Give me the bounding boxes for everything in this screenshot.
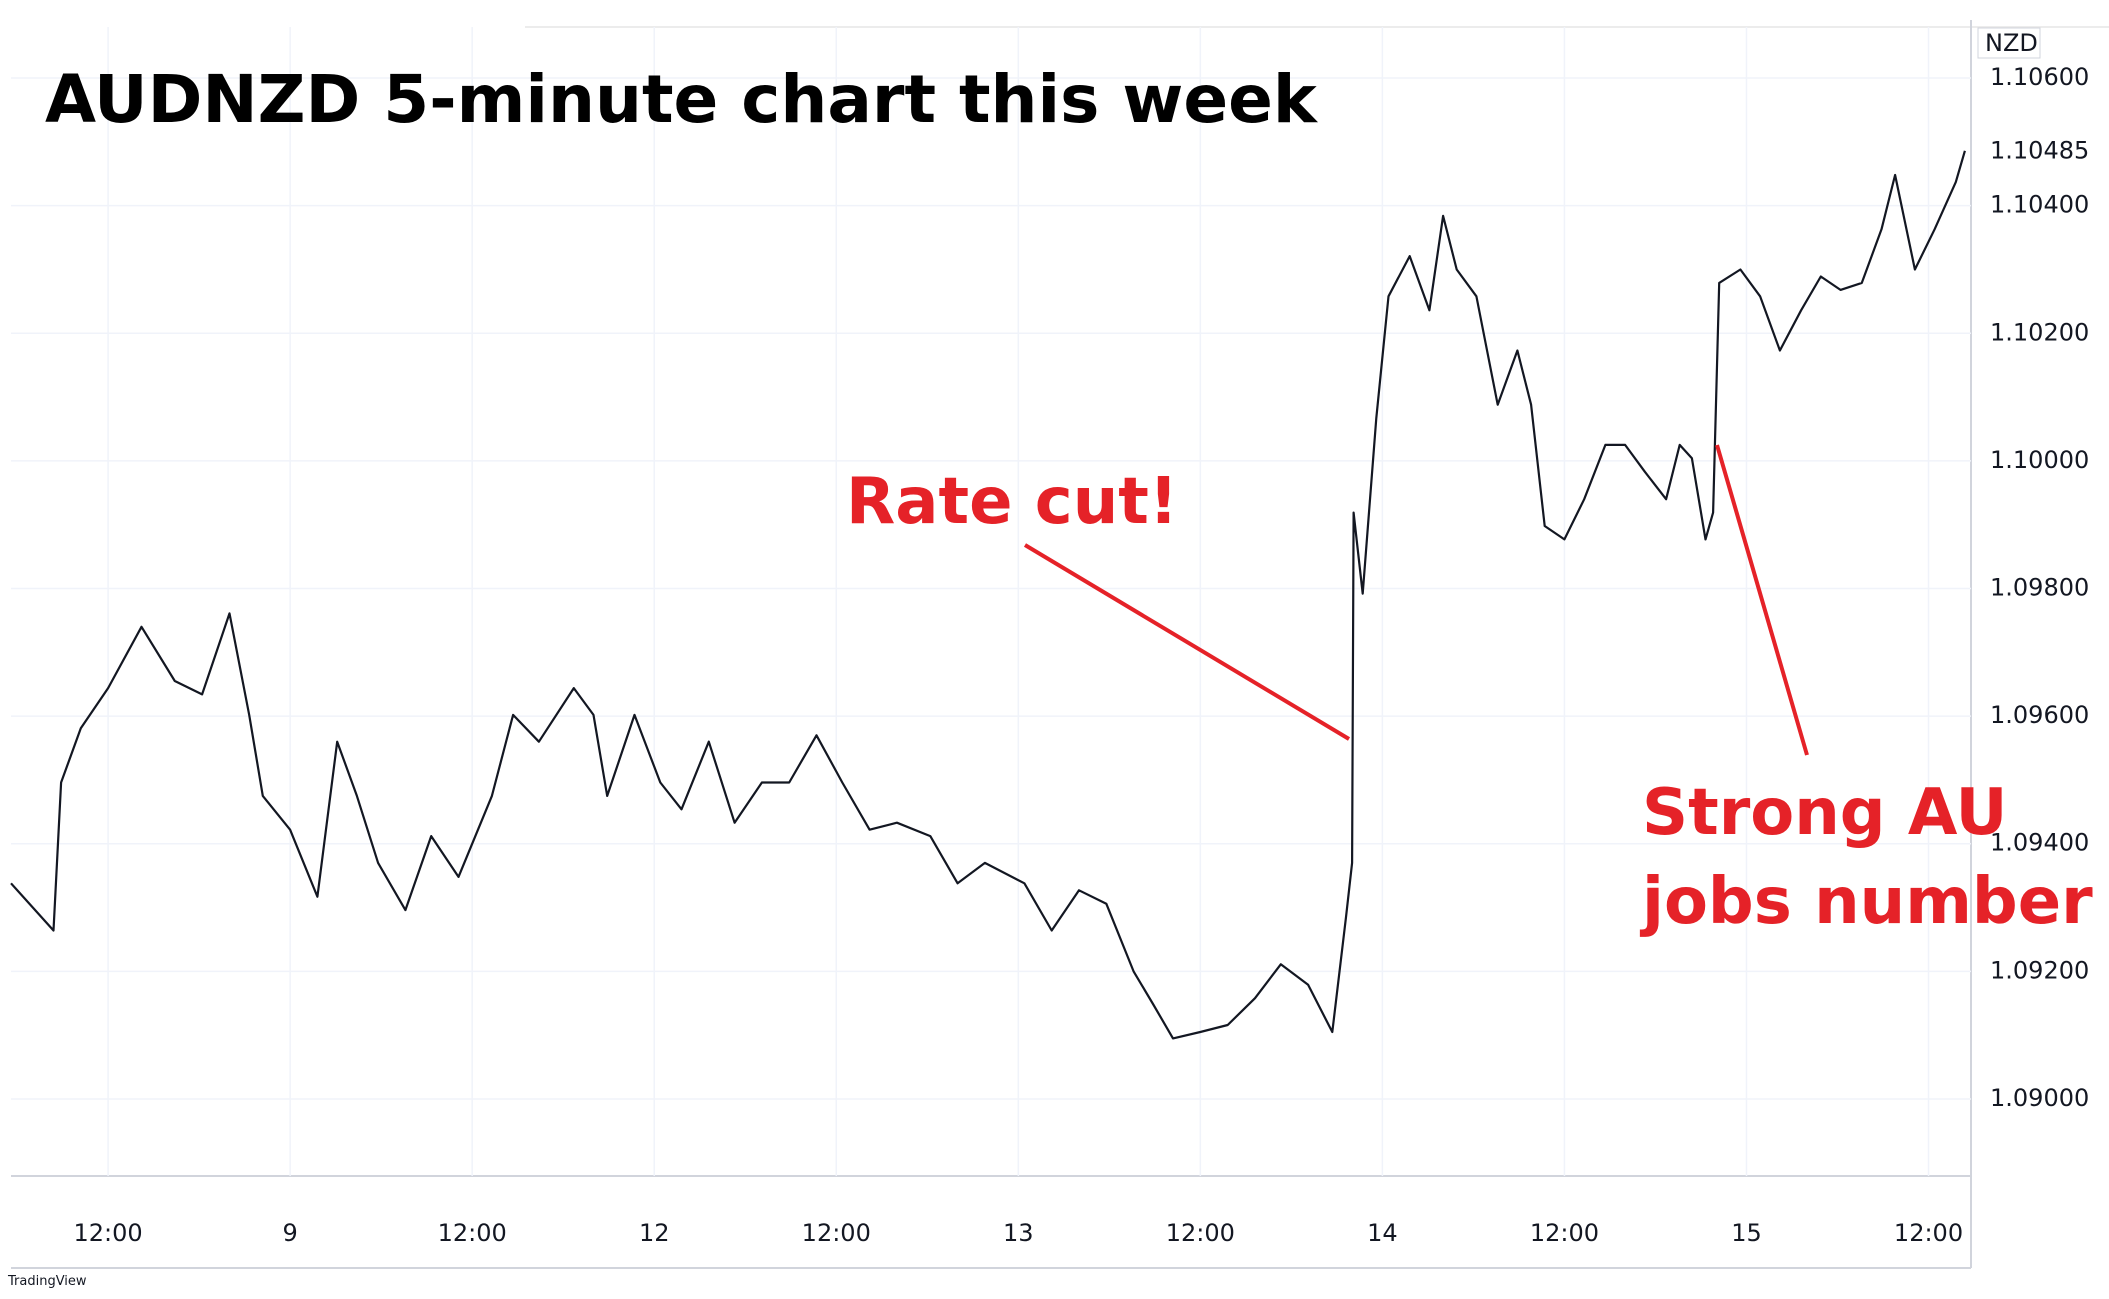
currency: NZD — [1985, 29, 2038, 57]
x-tick-label: 12:00 — [1530, 1219, 1599, 1247]
y-tick-label: 1.09800 — [1990, 574, 2089, 602]
x-tick-label: 12:00 — [1166, 1219, 1235, 1247]
x-tick-label: 12:00 — [1894, 1219, 1963, 1247]
grid — [11, 27, 1971, 1176]
y-tick-label: 1.10600 — [1990, 63, 2089, 91]
annotation: Rate cut! — [846, 465, 1178, 539]
last-price-label: 1.10485 — [1990, 136, 2089, 164]
y-tick-label: 1.09600 — [1990, 701, 2089, 729]
y-tick-label: 1.10400 — [1990, 191, 2089, 219]
x-tick-label: 15 — [1731, 1219, 1762, 1247]
y-tick-label: 1.09000 — [1990, 1084, 2089, 1112]
annotation: Strong AU — [1642, 776, 2007, 850]
currency-box — [1977, 27, 2041, 59]
x-tick-label: 12 — [639, 1219, 670, 1247]
y-tick-label: 1.09400 — [1990, 829, 2089, 857]
annotation-pointer — [1023, 543, 1351, 741]
watermark: TradingView — [7, 1274, 87, 1289]
y-tick-label: 1.10000 — [1990, 446, 2089, 474]
plot — [10, 150, 1966, 1040]
x-tick-label: 12:00 — [74, 1219, 143, 1247]
annotation-pointer — [1715, 444, 1809, 756]
y-tick-label: 1.10200 — [1990, 318, 2089, 346]
y-tick-label: 1.09200 — [1990, 956, 2089, 984]
x-tick-label: 14 — [1367, 1219, 1398, 1247]
x-tick-label: 13 — [1003, 1219, 1034, 1247]
annotation: jobs number — [1639, 865, 2093, 939]
x-tick-label: 9 — [282, 1219, 297, 1247]
x-tick-label: 12:00 — [438, 1219, 507, 1247]
price-line — [10, 150, 1966, 1040]
chart-title: AUDNZD 5-minute chart this week — [45, 61, 1319, 138]
x-tick-label: 12:00 — [802, 1219, 871, 1247]
